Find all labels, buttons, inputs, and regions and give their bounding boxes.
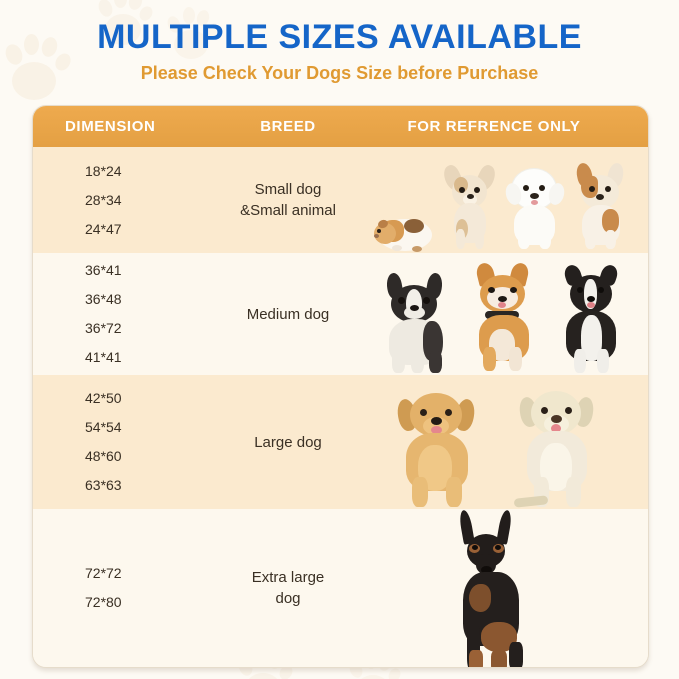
breed-cell: Extra large dog bbox=[208, 567, 368, 609]
dimension-cell: 72*72 72*80 bbox=[33, 559, 208, 617]
guinea-pig-image bbox=[374, 205, 436, 253]
bichon-frise-image bbox=[503, 161, 567, 253]
breed-cell: Large dog bbox=[208, 432, 368, 453]
dimension-cell: 18*24 28*34 24*47 bbox=[33, 157, 208, 244]
column-header-dimension: DIMENSION bbox=[65, 118, 156, 135]
dimension-value: 41*41 bbox=[85, 349, 122, 365]
breed-label-line1: Medium dog bbox=[246, 305, 330, 323]
border-collie-image bbox=[555, 263, 627, 375]
table-header-row: DIMENSION BREED FOR REFRENCE ONLY bbox=[33, 106, 648, 147]
column-header-reference: FOR REFRENCE ONLY bbox=[407, 118, 581, 135]
french-bulldog-image bbox=[379, 271, 451, 375]
paw-print-icon bbox=[96, 0, 156, 50]
breed-label-line2: &Small animal bbox=[240, 202, 336, 219]
corgi-image bbox=[570, 161, 632, 253]
dimension-cell: 36*41 36*48 36*72 41*41 bbox=[33, 256, 208, 372]
reference-images-cell bbox=[368, 147, 648, 253]
dimension-value: 36*72 bbox=[85, 320, 122, 336]
dimension-value: 36*48 bbox=[85, 291, 122, 307]
breed-label-line1: Extra large bbox=[251, 568, 325, 586]
dimension-value: 18*24 bbox=[85, 162, 122, 179]
paw-print-icon bbox=[2, 28, 74, 106]
shiba-inu-image bbox=[465, 261, 541, 375]
reference-images-cell bbox=[368, 509, 648, 667]
table-row: 18*24 28*34 24*47 Small dog &Small anima… bbox=[33, 147, 648, 253]
column-header-breed: BREED bbox=[260, 118, 316, 135]
dimension-value: 72*80 bbox=[85, 593, 122, 610]
dimension-value: 36*41 bbox=[85, 262, 122, 278]
page-subtitle: Please Check Your Dogs Size before Purch… bbox=[140, 63, 539, 83]
table-row: 42*50 54*54 48*60 63*63 Large dog bbox=[33, 375, 648, 509]
dimension-value: 28*34 bbox=[85, 191, 122, 208]
breed-cell: Medium dog bbox=[208, 304, 368, 325]
dimension-value: 48*60 bbox=[85, 448, 122, 464]
dimension-value: 63*63 bbox=[85, 477, 122, 493]
table-row: 72*72 72*80 Extra large dog bbox=[33, 509, 648, 667]
reference-images-cell bbox=[368, 375, 648, 509]
breed-label-line1: Small dog bbox=[254, 181, 322, 198]
dimension-value: 42*50 bbox=[85, 390, 122, 406]
breed-cell: Small dog &Small animal bbox=[208, 179, 368, 221]
page-title: MULTIPLE SIZES AVAILABLE bbox=[97, 18, 582, 56]
size-chart-card: DIMENSION BREED FOR REFRENCE ONLY 18*24 … bbox=[32, 105, 649, 668]
chihuahua-image bbox=[440, 161, 500, 253]
dimension-value: 24*47 bbox=[85, 220, 122, 237]
breed-label-line1: Large dog bbox=[254, 433, 322, 451]
dimension-cell: 42*50 54*54 48*60 63*63 bbox=[33, 384, 208, 500]
table-row: 36*41 36*48 36*72 41*41 Medium dog bbox=[33, 253, 648, 375]
paw-print-icon bbox=[165, 4, 221, 64]
dimension-value: 54*54 bbox=[85, 419, 122, 435]
breed-label-line2: dog bbox=[275, 589, 301, 607]
doberman-pinscher-image bbox=[439, 509, 543, 667]
golden-retriever-image bbox=[390, 385, 482, 509]
dimension-value: 72*72 bbox=[85, 564, 122, 581]
labrador-retriever-image bbox=[510, 385, 602, 509]
reference-images-cell bbox=[368, 253, 648, 375]
